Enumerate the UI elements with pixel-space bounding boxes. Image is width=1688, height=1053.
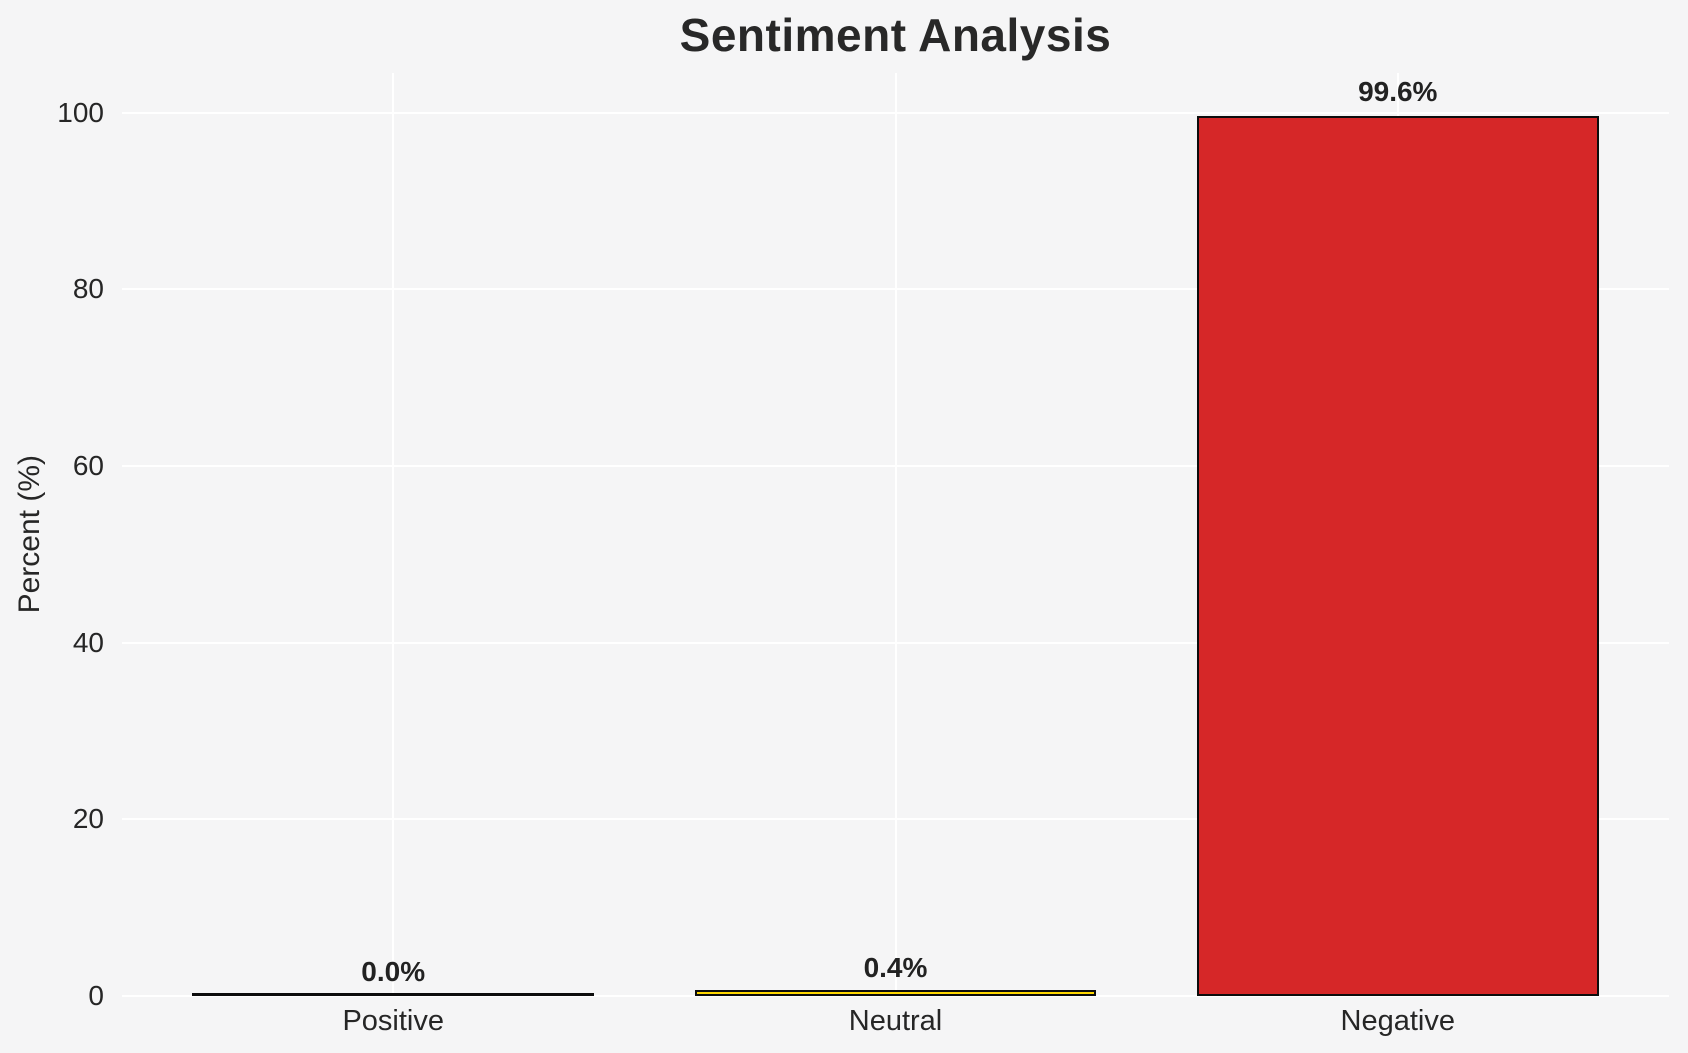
- x-gridline: [894, 73, 897, 996]
- bar-value-label: 99.6%: [1358, 76, 1438, 108]
- plot-area: 0 20 40 60 80 100 0.0% Positive 0.4% Neutral 99.6%…: [57, 73, 1669, 1037]
- bar-neutral: [694, 990, 1097, 996]
- x-tick-label: Positive: [342, 1005, 444, 1037]
- y-gridline: [122, 995, 1669, 997]
- bar-negative: [1196, 116, 1599, 996]
- y-tick-label: 60: [72, 450, 104, 482]
- bar-positive: [192, 993, 595, 996]
- x-tick-label: Neutral: [848, 1005, 943, 1037]
- y-tick-label: 40: [72, 626, 104, 658]
- bar-value-label: 0.4%: [863, 952, 928, 984]
- x-gridline: [392, 73, 395, 996]
- y-tick-label: 80: [72, 273, 104, 305]
- y-tick-label: 100: [57, 96, 104, 128]
- y-tick-label: 20: [72, 803, 104, 835]
- y-axis-label-container: Percent (%): [8, 73, 52, 996]
- bar-value-label: 0.0%: [361, 956, 426, 987]
- y-tick-label: 0: [88, 980, 104, 1011]
- chart-title: Sentiment Analysis: [679, 9, 1112, 61]
- x-tick-label: Negative: [1340, 1005, 1455, 1037]
